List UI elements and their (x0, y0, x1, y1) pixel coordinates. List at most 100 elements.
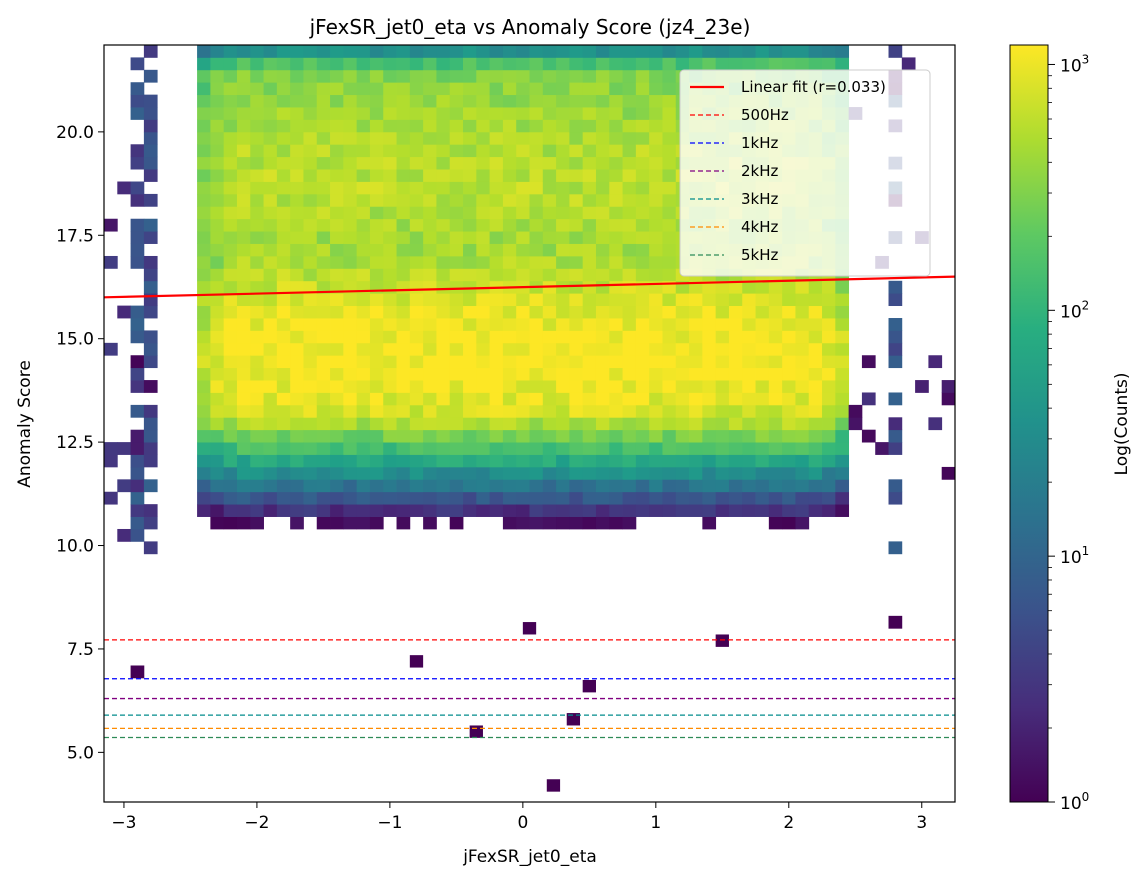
colorbar-tick-label: 100 (1060, 790, 1089, 814)
heatmap-cell (223, 479, 238, 493)
heatmap-cell (236, 380, 251, 393)
heatmap-cell (236, 504, 251, 517)
heatmap-cell (330, 330, 344, 344)
heatmap-cell (622, 107, 637, 120)
heatmap-cell (330, 156, 344, 170)
heatmap-cell (369, 318, 384, 331)
heatmap-cell (276, 181, 291, 195)
heatmap-cell (250, 504, 264, 517)
heatmap-cell (383, 193, 397, 207)
heatmap-cell (316, 491, 331, 505)
heatmap-cell (582, 119, 597, 133)
heatmap-cell (210, 231, 225, 244)
heatmap-cell (276, 293, 291, 307)
heatmap-cell (476, 293, 491, 307)
heatmap-cell (742, 367, 756, 381)
heatmap-cell (223, 417, 238, 431)
heatmap-cell (463, 255, 477, 269)
heatmap-cell (502, 355, 517, 369)
heatmap-cell (516, 243, 530, 257)
heatmap-cell (542, 193, 557, 207)
heatmap-cell (529, 169, 544, 182)
heatmap-cell (330, 131, 344, 145)
heatmap-cell (822, 367, 836, 381)
heatmap-cell (556, 206, 570, 220)
heatmap-cell (742, 442, 756, 455)
heatmap-cell (250, 280, 264, 294)
heatmap-cell (649, 466, 663, 480)
heatmap-cell (835, 280, 850, 294)
heatmap-cell (303, 218, 318, 232)
heatmap-cell (755, 330, 770, 344)
heatmap-cell (502, 144, 517, 158)
heatmap-cell (290, 367, 304, 381)
heatmap-cell (423, 417, 437, 431)
heatmap-cell (728, 305, 743, 319)
heatmap-cell (516, 255, 530, 269)
heatmap-cell (835, 318, 850, 331)
heatmap-cell (383, 380, 397, 393)
heatmap-cell (263, 355, 278, 369)
heatmap-cell (263, 404, 278, 418)
heatmap-cell (330, 355, 344, 369)
heatmap-cell (130, 454, 145, 468)
heatmap-cell (742, 429, 756, 443)
heatmap-cell (728, 404, 743, 418)
heatmap-cell (423, 330, 437, 344)
heatmap-cell (330, 318, 344, 331)
heatmap-cell (130, 528, 145, 542)
heatmap-cell (236, 119, 251, 133)
heatmap-cell (649, 442, 663, 455)
heatmap-cell (236, 144, 251, 158)
heatmap-cell (715, 355, 730, 369)
heatmap-cell (210, 404, 225, 418)
heatmap-cell (675, 305, 690, 319)
heatmap-cell (396, 243, 411, 257)
heatmap-cell (396, 156, 411, 170)
heatmap-cell (250, 181, 264, 195)
heatmap-cell (516, 131, 530, 145)
heatmap-cell (715, 466, 730, 480)
heatmap-cell (423, 181, 437, 195)
heatmap-cell (343, 466, 358, 480)
heatmap-cell (143, 454, 158, 468)
heatmap-cell (782, 454, 796, 468)
heatmap-cell (223, 454, 238, 468)
heatmap-cell (343, 45, 358, 58)
heatmap-cell (330, 231, 344, 244)
heatmap-cell (595, 144, 610, 158)
heatmap-cell (409, 206, 424, 220)
heatmap-cell (463, 355, 477, 369)
heatmap-cell (143, 355, 158, 369)
heatmap-cell (383, 231, 397, 244)
heatmap-cell (556, 342, 570, 356)
heatmap-cell (276, 206, 291, 220)
heatmap-cell (795, 330, 810, 344)
heatmap-cell (582, 193, 597, 207)
heatmap-cell (516, 330, 530, 344)
heatmap-cell (675, 367, 690, 381)
heatmap-cell (143, 429, 158, 443)
heatmap-cell (383, 131, 397, 145)
heatmap-cell (223, 280, 238, 294)
heatmap-cell (861, 355, 876, 369)
heatmap-cell (542, 243, 557, 257)
heatmap-cell (715, 442, 730, 455)
heatmap-cell (330, 243, 344, 257)
heatmap-cell (290, 131, 304, 145)
heatmap-cell (768, 504, 783, 517)
heatmap-cell (582, 392, 597, 406)
heatmap-cell (236, 231, 251, 244)
heatmap-cell (104, 218, 118, 232)
heatmap-cell (143, 280, 158, 294)
heatmap-cell (343, 454, 358, 468)
heatmap-cell (529, 442, 544, 455)
heatmap-cell (516, 94, 530, 108)
heatmap-cell (595, 231, 610, 244)
heatmap-cell (236, 169, 251, 182)
heatmap-cell (236, 305, 251, 319)
heatmap-cell (768, 45, 783, 58)
heatmap-cell (143, 218, 158, 232)
heatmap-cell (290, 231, 304, 244)
heatmap-cell (609, 218, 623, 232)
